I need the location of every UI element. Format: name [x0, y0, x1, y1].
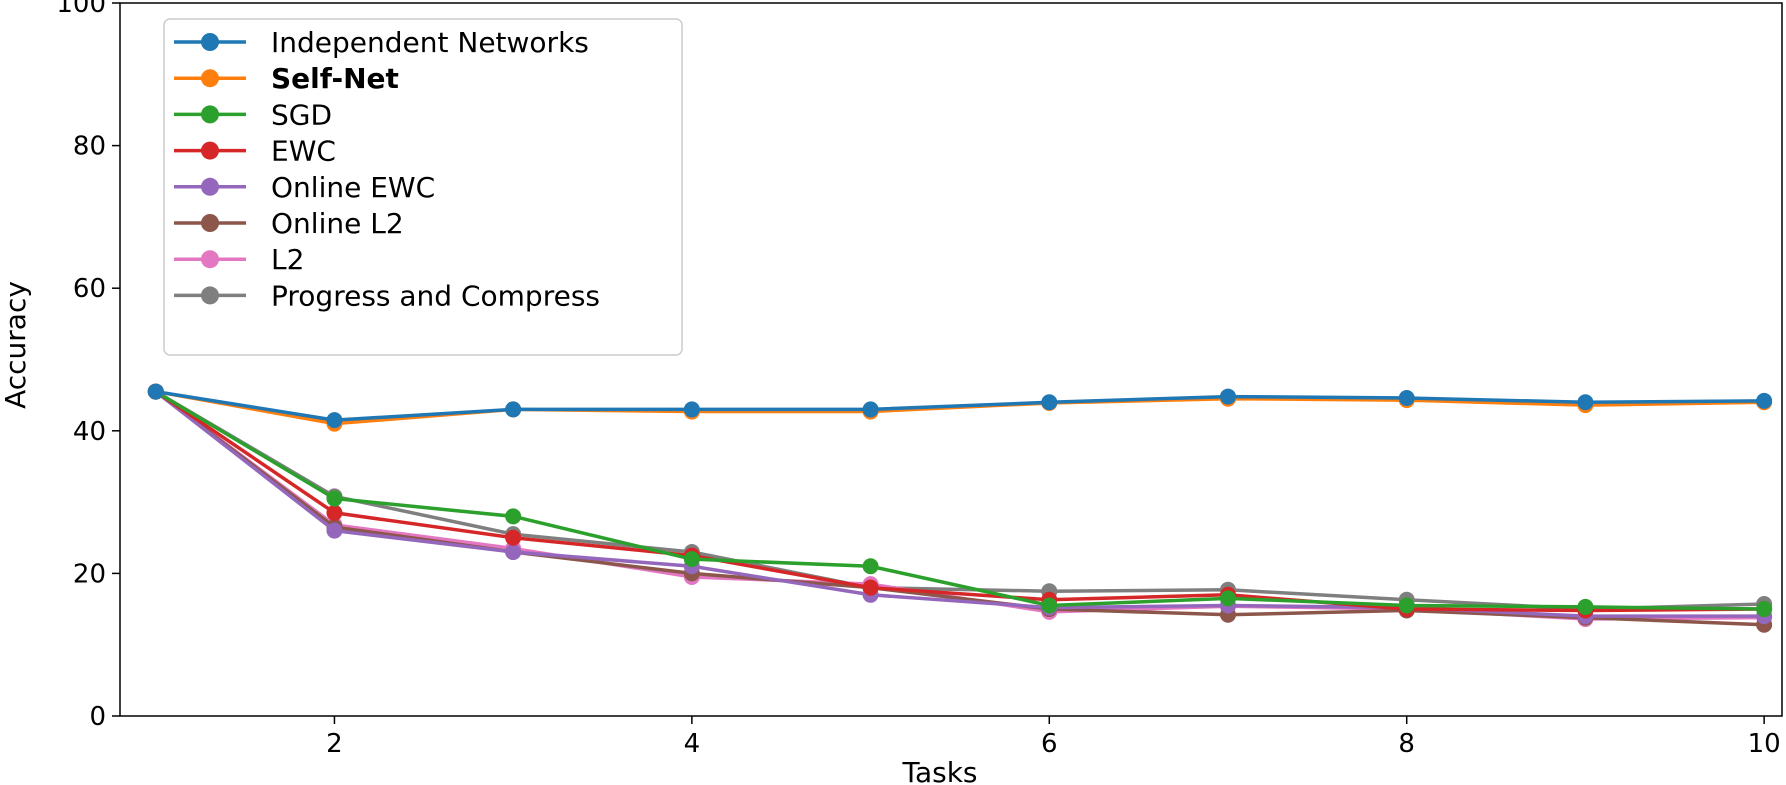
data-point: [326, 490, 343, 507]
legend-marker: [201, 33, 219, 51]
series-line: [154, 390, 1765, 627]
data-point: [505, 508, 522, 525]
data-point: [1398, 390, 1415, 407]
legend-label: Online L2: [271, 207, 404, 240]
y-axis-ticks: 0 20 40 60 80 100: [56, 0, 120, 732]
y-tick-label: 60: [73, 274, 106, 304]
series-sgd: [147, 383, 1773, 618]
data-point: [505, 544, 522, 561]
data-point: [683, 551, 700, 568]
data-point: [326, 522, 343, 539]
legend-items: Independent NetworksSelf-NetSGDEWCOnline…: [174, 26, 600, 312]
legend-item: EWC: [174, 135, 336, 168]
x-tick-label: 8: [1398, 729, 1415, 759]
data-point: [1756, 392, 1773, 409]
legend-marker: [201, 141, 219, 160]
y-tick-label: 20: [73, 559, 106, 589]
series-line: [154, 390, 1765, 618]
series-line: [155, 389, 1765, 422]
legend-label: L2: [271, 243, 304, 276]
legend-label: Independent Networks: [271, 26, 589, 59]
data-point: [862, 558, 879, 575]
x-tick-label: 6: [1041, 729, 1058, 759]
data-point: [326, 412, 343, 429]
legend-item: L2: [174, 243, 304, 276]
legend-item: Online EWC: [174, 171, 435, 204]
y-tick-label: 80: [73, 132, 106, 162]
data-point: [505, 529, 522, 546]
series-layer: [147, 383, 1773, 633]
legend-marker: [201, 105, 219, 124]
data-point: [1577, 598, 1594, 615]
x-axis-ticks: 2 4 6 8 10: [326, 716, 1781, 759]
series-independent-networks: [147, 383, 1773, 429]
series-line: [154, 390, 1765, 613]
data-point: [1577, 394, 1594, 411]
legend-marker: [201, 214, 219, 232]
legend-label: Online EWC: [271, 171, 435, 204]
data-point: [1041, 597, 1058, 614]
legend-item: Self-Net: [174, 62, 399, 95]
data-point: [1756, 601, 1773, 618]
legend-box: [163, 18, 683, 356]
y-tick-label: 100: [56, 0, 106, 19]
y-tick-label: 40: [73, 417, 106, 447]
data-point: [1220, 388, 1236, 405]
data-point: [326, 504, 343, 521]
x-tick-label: 10: [1748, 729, 1781, 759]
data-point: [862, 579, 879, 596]
data-point: [683, 401, 700, 418]
data-point: [1398, 597, 1415, 614]
data-point: [147, 383, 164, 400]
legend-marker: [201, 69, 219, 88]
legend-marker: [201, 250, 219, 269]
x-axis-title: Tasks: [901, 756, 977, 785]
x-tick-label: 2: [326, 729, 343, 759]
legend: Independent NetworksSelf-NetSGDEWCOnline…: [163, 18, 683, 356]
legend-item: Independent Networks: [174, 26, 589, 59]
y-tick-label: 0: [89, 702, 106, 732]
legend-item: Online L2: [174, 207, 404, 240]
series-line: [154, 390, 1765, 611]
data-point: [862, 401, 879, 418]
legend-marker: [201, 177, 219, 196]
legend-item: Progress and Compress: [174, 279, 600, 312]
legend-label: SGD: [271, 98, 332, 131]
data-point: [1220, 590, 1236, 607]
y-axis-title: Accuracy: [0, 281, 32, 409]
legend-label: EWC: [271, 135, 336, 168]
data-point: [1041, 394, 1058, 411]
legend-label: Self-Net: [271, 62, 399, 95]
legend-marker: [201, 286, 219, 305]
legend-label: Progress and Compress: [271, 279, 600, 312]
plot-frame: [119, 2, 1783, 717]
x-tick-label: 4: [684, 729, 701, 759]
series-line: [154, 390, 1765, 611]
data-point: [505, 401, 522, 418]
legend-item: SGD: [174, 98, 332, 131]
